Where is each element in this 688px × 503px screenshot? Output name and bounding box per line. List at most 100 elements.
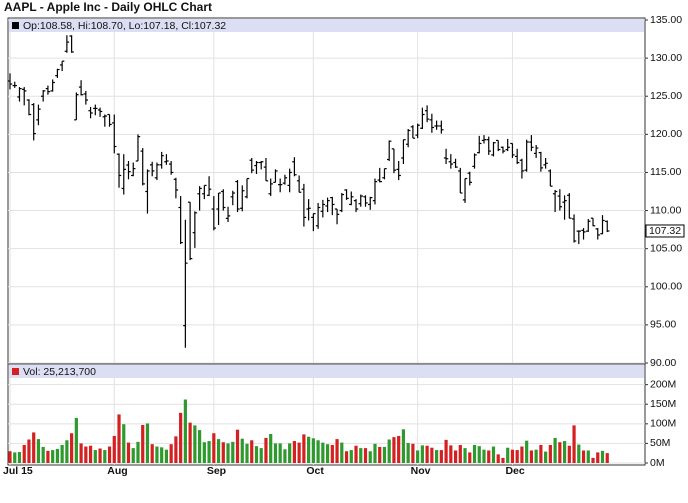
volume-bar xyxy=(316,440,320,463)
volume-bar xyxy=(430,447,434,463)
volume-bar xyxy=(392,437,396,463)
volume-bar xyxy=(51,450,55,463)
volume-bar xyxy=(126,442,131,463)
volume-bar xyxy=(46,450,50,463)
y-tick-label: 105.00 xyxy=(650,242,682,254)
volume-bar xyxy=(17,452,22,463)
volume-bar xyxy=(581,450,586,463)
volume-bar xyxy=(259,448,263,463)
y-tick-label: 135.00 xyxy=(650,14,682,26)
y-tick-label: 100.00 xyxy=(650,281,682,293)
volume-bar xyxy=(164,449,169,463)
volume-bar xyxy=(122,424,126,463)
volume-bar xyxy=(520,446,524,463)
volume-bar xyxy=(136,441,140,463)
marks-layer xyxy=(7,35,610,463)
x-tick-label: Sep xyxy=(207,465,226,477)
volume-bar xyxy=(534,449,538,463)
volume-bar xyxy=(193,425,197,463)
volume-bar xyxy=(600,450,605,463)
volume-header: Vol: 25,213,700 xyxy=(23,366,96,378)
y-tick-label: 0M xyxy=(650,457,665,469)
volume-bar xyxy=(254,446,259,463)
volume-bar xyxy=(487,450,491,463)
volume-bar xyxy=(325,444,330,463)
volume-header-icon xyxy=(12,368,19,375)
volume-bar xyxy=(288,443,292,463)
price-panel xyxy=(7,17,646,364)
volume-bar xyxy=(79,443,83,463)
volume-bar xyxy=(525,440,529,463)
volume-bar xyxy=(553,437,557,463)
x-tick-label: Jul 15 xyxy=(3,465,33,477)
volume-bar xyxy=(397,435,401,463)
volume-bar xyxy=(36,439,41,463)
volume-bar xyxy=(373,443,377,463)
volume-bar xyxy=(591,457,595,463)
volume-bar xyxy=(401,429,406,463)
y-tick-label: 110.00 xyxy=(650,204,681,216)
volume-bar xyxy=(330,444,334,463)
volume-bar xyxy=(264,437,268,463)
volume-bar xyxy=(198,430,202,463)
volume-bar xyxy=(572,425,576,463)
price-header: Op:108.58, Hi:108.70, Lo:107.18, Cl:107.… xyxy=(23,20,226,32)
volume-bar xyxy=(212,433,216,463)
volume-bar xyxy=(363,448,368,463)
volume-bar xyxy=(235,429,240,463)
volume-bar xyxy=(107,446,112,463)
volume-bar xyxy=(207,441,211,463)
volume-bar xyxy=(103,450,107,463)
volume-bar xyxy=(359,448,363,463)
volume-bar xyxy=(387,439,391,463)
volume-bar xyxy=(382,446,387,463)
volume-bar xyxy=(60,444,64,463)
volume-bar xyxy=(292,441,296,463)
volume-bar xyxy=(131,448,135,463)
volume-bar xyxy=(202,442,206,463)
volume-bar xyxy=(562,441,567,463)
x-tick-label: Oct xyxy=(306,465,324,477)
volume-bar xyxy=(515,450,519,463)
volume-bar xyxy=(98,448,102,463)
volume-bar xyxy=(463,448,467,463)
y-tick-label: 125.00 xyxy=(650,90,682,102)
volume-bar xyxy=(160,447,164,463)
chart-title: AAPL - Apple Inc - Daily OHLC Chart xyxy=(4,0,212,14)
volume-bar xyxy=(112,435,116,463)
volume-bar xyxy=(411,443,415,463)
volume-bar xyxy=(307,436,311,463)
x-tick-label: Nov xyxy=(411,465,431,477)
volume-bar xyxy=(577,444,581,463)
volume-bar xyxy=(22,444,26,463)
volume-bar xyxy=(13,452,17,463)
volume-bar xyxy=(548,444,552,463)
y-tick-label: 120.00 xyxy=(650,128,682,140)
volume-bar xyxy=(302,434,306,463)
volume-bar xyxy=(65,440,69,463)
volume-bar xyxy=(117,414,121,463)
volume-bar xyxy=(183,399,187,463)
volume-bar xyxy=(567,445,571,463)
volume-bar xyxy=(93,450,97,463)
volume-bar xyxy=(311,438,315,463)
volume-bar xyxy=(27,439,31,463)
volume-bar xyxy=(458,444,462,463)
volume-bar xyxy=(501,457,505,463)
volume-bar xyxy=(586,450,590,463)
volume-bar xyxy=(150,444,154,463)
volume-bar xyxy=(250,440,254,463)
price-header-icon xyxy=(12,22,19,29)
volume-bar xyxy=(354,445,358,463)
volume-bar xyxy=(32,432,36,463)
y-tick-label: 50M xyxy=(650,437,670,449)
volume-header-bar xyxy=(9,365,644,378)
volume-bar xyxy=(596,452,600,463)
y-tick-label: 95.00 xyxy=(650,319,676,331)
x-tick-label: Dec xyxy=(505,465,524,477)
volume-bar xyxy=(70,433,74,463)
y-tick-label: 130.00 xyxy=(650,52,682,64)
y-tick-label: 100M xyxy=(650,418,676,430)
volume-bar xyxy=(420,445,424,463)
volume-bar xyxy=(605,453,609,463)
